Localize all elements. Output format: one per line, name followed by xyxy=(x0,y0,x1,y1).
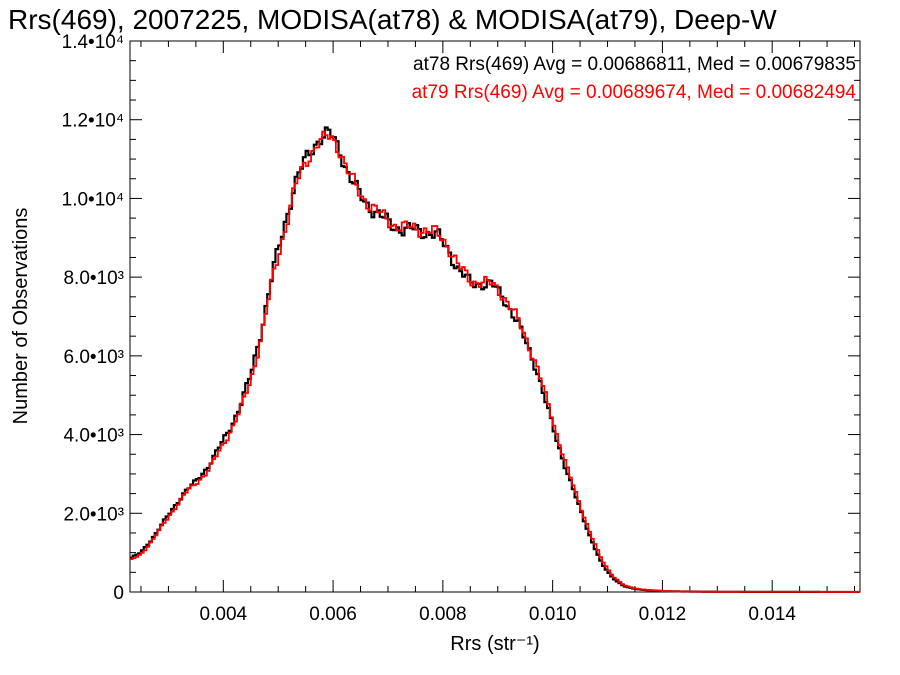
plot-frame xyxy=(129,40,861,593)
legend-entry-at78: at78 Rrs(469) Avg = 0.00686811, Med = 0.… xyxy=(413,54,856,75)
y-tick-label: 8.0•10³ xyxy=(63,268,124,289)
y-tick-label: 2.0•10³ xyxy=(63,504,124,525)
series-line-at79 xyxy=(130,130,860,593)
y-tick-label: 4.0•10³ xyxy=(63,426,124,447)
legend-entry-at79: at79 Rrs(469) Avg = 0.00689674, Med = 0.… xyxy=(412,82,857,103)
series-layer xyxy=(130,126,860,594)
x-tick-labels: 0.004 0.006 0.008 0.010 0.012 0.014 xyxy=(200,604,797,625)
x-tick-label: 0.008 xyxy=(419,604,467,625)
x-tick-label: 0.004 xyxy=(200,604,248,625)
x-tick-label: 0.012 xyxy=(639,604,687,625)
x-tick-label: 0.014 xyxy=(748,604,796,625)
y-tick-label: 1.4•10⁴ xyxy=(62,32,124,53)
chart-title: Rrs(469), 2007225, MODISA(at78) & MODISA… xyxy=(8,4,777,35)
x-axis-label: Rrs (str⁻¹) xyxy=(450,633,539,655)
axis-ticks xyxy=(130,40,860,593)
y-axis-label: Number of Observations xyxy=(10,208,32,425)
y-tick-label: 1.0•10⁴ xyxy=(62,189,124,210)
x-tick-label: 0.010 xyxy=(529,604,577,625)
y-tick-label: 6.0•10³ xyxy=(63,347,124,368)
y-tick-label: 0 xyxy=(113,583,124,604)
y-tick-label: 1.2•10⁴ xyxy=(62,111,124,132)
x-tick-label: 0.006 xyxy=(309,604,357,625)
series-line-at78 xyxy=(130,126,860,594)
y-tick-labels: 0 2.0•10³ 4.0•10³ 6.0•10³ 8.0•10³ 1.0•10⁴ 1.2•… xyxy=(62,32,124,604)
